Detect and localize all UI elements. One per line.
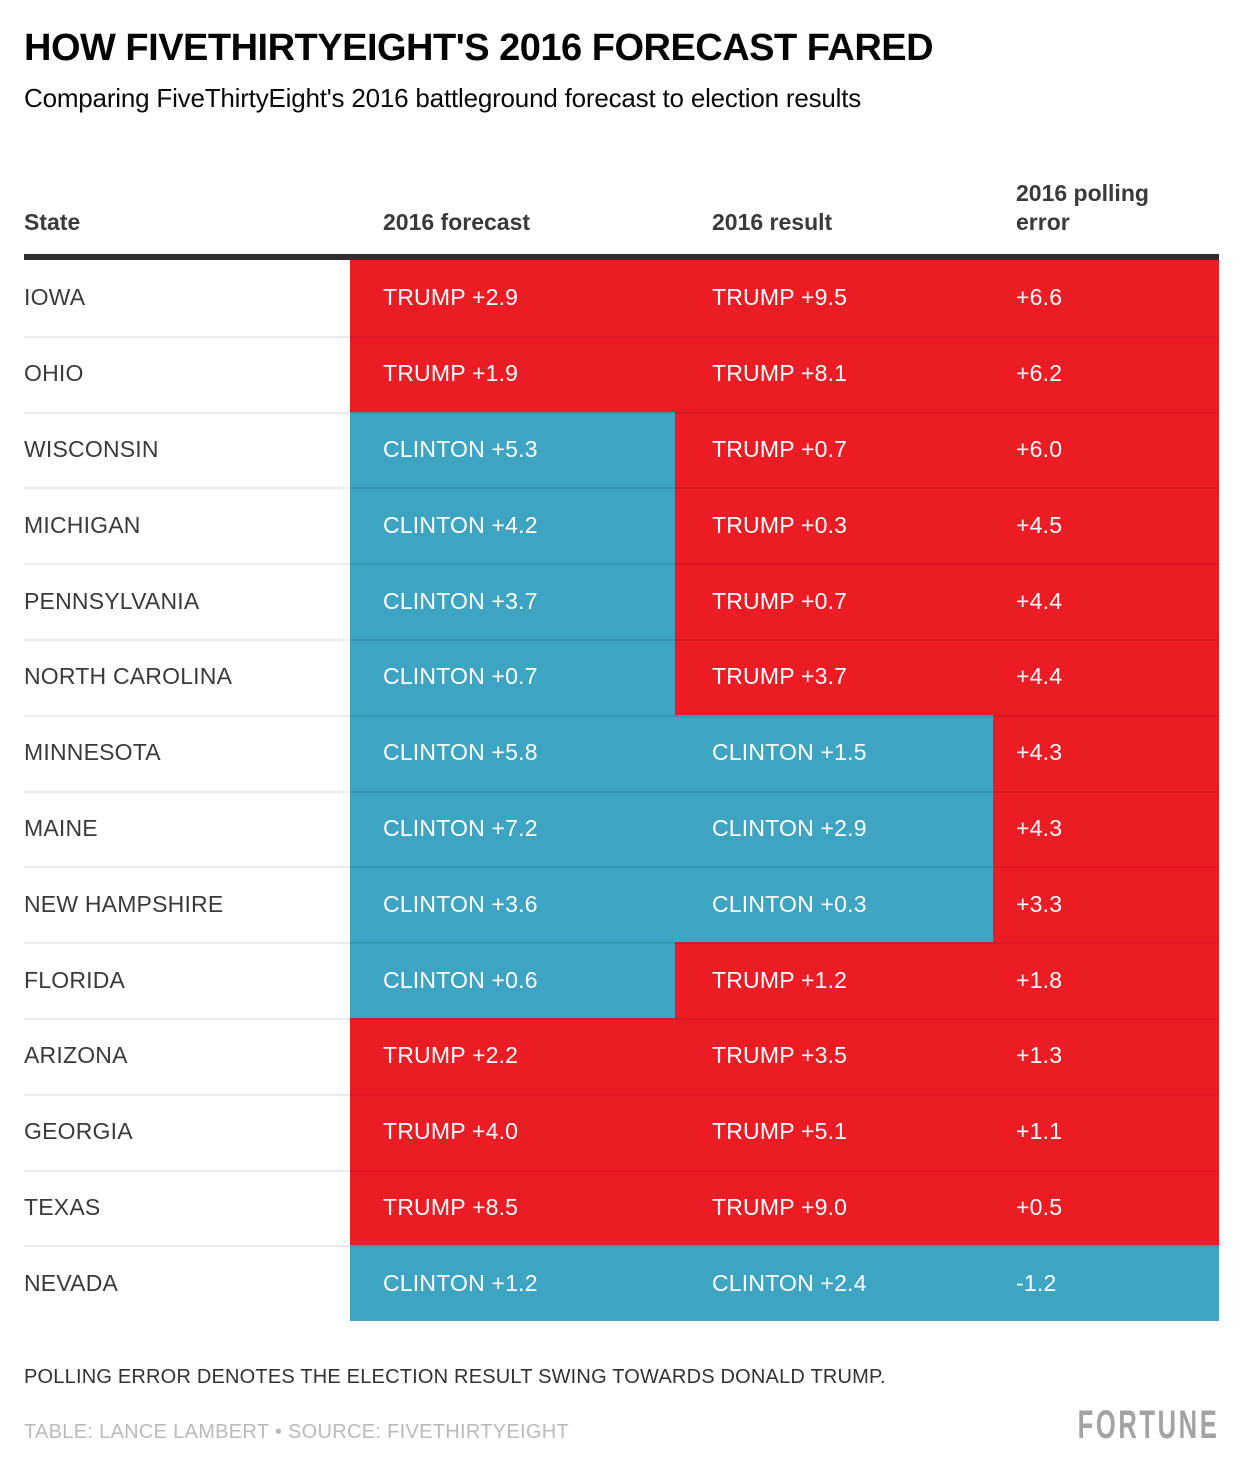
fortune-logo: FORTUNE [1077,1403,1219,1448]
state-cell: WISCONSIN [24,411,350,488]
polling-error-cell: +6.0 [993,411,1219,488]
polling-error-cell: +1.8 [993,942,1219,1018]
result-cell: TRUMP +3.5 [675,1017,993,1094]
state-cell: MINNESOTA [24,714,350,791]
credit-row: TABLE: LANCE LAMBERT • SOURCE: FIVETHIRT… [24,1403,1219,1448]
table-row: PENNSYLVANIA CLINTON +3.7 TRUMP +0.7 +4.… [24,563,1219,639]
forecast-cell: TRUMP +2.9 [350,260,675,336]
table-row: GEORGIA TRUMP +4.0 TRUMP +5.1 +1.1 [24,1093,1219,1170]
column-header-forecast: 2016 forecast [383,209,531,235]
state-cell: IOWA [24,260,350,336]
state-cell: OHIO [24,335,350,412]
state-cell: MAINE [24,790,350,867]
forecast-cell: CLINTON +3.7 [350,563,675,639]
state-cell: NEW HAMPSHIRE [24,866,350,943]
state-cell: PENNSYLVANIA [24,563,350,639]
table-row: NEVADA CLINTON +1.2 CLINTON +2.4 -1.2 [24,1245,1219,1322]
polling-error-cell: +0.5 [993,1169,1219,1246]
state-cell: GEORGIA [24,1093,350,1170]
polling-error-cell: +3.3 [993,866,1219,943]
table-row: FLORIDA CLINTON +0.6 TRUMP +1.2 +1.8 [24,942,1219,1018]
footnote: POLLING ERROR DENOTES THE ELECTION RESUL… [24,1366,886,1389]
result-cell: TRUMP +0.7 [675,411,993,488]
result-cell: TRUMP +3.7 [675,638,993,715]
forecast-cell: CLINTON +0.6 [350,942,675,1018]
header-rule [24,254,1219,260]
table-row: IOWA TRUMP +2.9 TRUMP +9.5 +6.6 [24,260,1219,336]
forecast-cell: TRUMP +4.0 [350,1093,675,1170]
forecast-cell: CLINTON +5.8 [350,714,675,791]
table-row: MICHIGAN CLINTON +4.2 TRUMP +0.3 +4.5 [24,487,1219,564]
page-title: HOW FIVETHIRTYEIGHT'S 2016 FORECAST FARE… [24,27,934,69]
forecast-cell: CLINTON +0.7 [350,638,675,715]
forecast-cell: CLINTON +1.2 [350,1245,675,1322]
forecast-cell: CLINTON +3.6 [350,866,675,943]
polling-error-cell: +4.3 [993,790,1219,867]
table-row: ARIZONA TRUMP +2.2 TRUMP +3.5 +1.3 [24,1017,1219,1094]
table-body: IOWA TRUMP +2.9 TRUMP +9.5 +6.6 OHIO TRU… [24,260,1219,1322]
forecast-cell: CLINTON +5.3 [350,411,675,488]
state-cell: NEVADA [24,1245,350,1322]
state-cell: ARIZONA [24,1017,350,1094]
table-row: MINNESOTA CLINTON +5.8 CLINTON +1.5 +4.3 [24,714,1219,791]
results-table: State 2016 forecast 2016 result 2016 pol… [24,179,1219,1322]
polling-error-cell: +4.5 [993,487,1219,564]
polling-error-cell: +6.6 [993,260,1219,336]
result-cell: TRUMP +0.7 [675,563,993,639]
result-cell: CLINTON +0.3 [675,866,993,943]
forecast-cell: TRUMP +8.5 [350,1169,675,1246]
content: HOW FIVETHIRTYEIGHT'S 2016 FORECAST FARE… [24,26,1219,1448]
state-cell: FLORIDA [24,942,350,1018]
column-header-state: State [24,209,81,235]
table-row: NEW HAMPSHIRE CLINTON +3.6 CLINTON +0.3 … [24,866,1219,943]
result-cell: TRUMP +1.2 [675,942,993,1018]
result-cell: TRUMP +9.0 [675,1169,993,1246]
table-header-row: State 2016 forecast 2016 result 2016 pol… [24,179,1219,254]
state-cell: TEXAS [24,1169,350,1246]
table-row: TEXAS TRUMP +8.5 TRUMP +9.0 +0.5 [24,1169,1219,1246]
forecast-cell: TRUMP +2.2 [350,1017,675,1094]
polling-error-cell: +6.2 [993,335,1219,412]
forecast-cell: CLINTON +7.2 [350,790,675,867]
polling-error-cell: +1.3 [993,1017,1219,1094]
table-row: NORTH CAROLINA CLINTON +0.7 TRUMP +3.7 +… [24,638,1219,715]
column-header-polling-error: 2016 polling error [993,179,1219,237]
polling-error-cell: +4.3 [993,714,1219,791]
table-row: WISCONSIN CLINTON +5.3 TRUMP +0.7 +6.0 [24,411,1219,488]
polling-error-cell: -1.2 [993,1245,1219,1322]
state-cell: NORTH CAROLINA [24,638,350,715]
polling-error-cell: +1.1 [993,1093,1219,1170]
state-cell: MICHIGAN [24,487,350,564]
result-cell: CLINTON +2.9 [675,790,993,867]
page-subtitle: Comparing FiveThirtyEight's 2016 battleg… [24,83,862,113]
result-cell: TRUMP +9.5 [675,260,993,336]
table-row: MAINE CLINTON +7.2 CLINTON +2.9 +4.3 [24,790,1219,867]
result-cell: TRUMP +8.1 [675,335,993,412]
result-cell: TRUMP +5.1 [675,1093,993,1170]
credit-line: TABLE: LANCE LAMBERT • SOURCE: FIVETHIRT… [24,1421,569,1444]
result-cell: CLINTON +1.5 [675,714,993,791]
table-row: OHIO TRUMP +1.9 TRUMP +8.1 +6.2 [24,335,1219,412]
polling-error-cell: +4.4 [993,563,1219,639]
polling-error-cell: +4.4 [993,638,1219,715]
result-cell: CLINTON +2.4 [675,1245,993,1322]
column-header-result: 2016 result [712,209,833,235]
result-cell: TRUMP +0.3 [675,487,993,564]
forecast-cell: TRUMP +1.9 [350,335,675,412]
column-header-polling-error-label: 2016 polling error [1016,180,1149,235]
forecast-cell: CLINTON +4.2 [350,487,675,564]
